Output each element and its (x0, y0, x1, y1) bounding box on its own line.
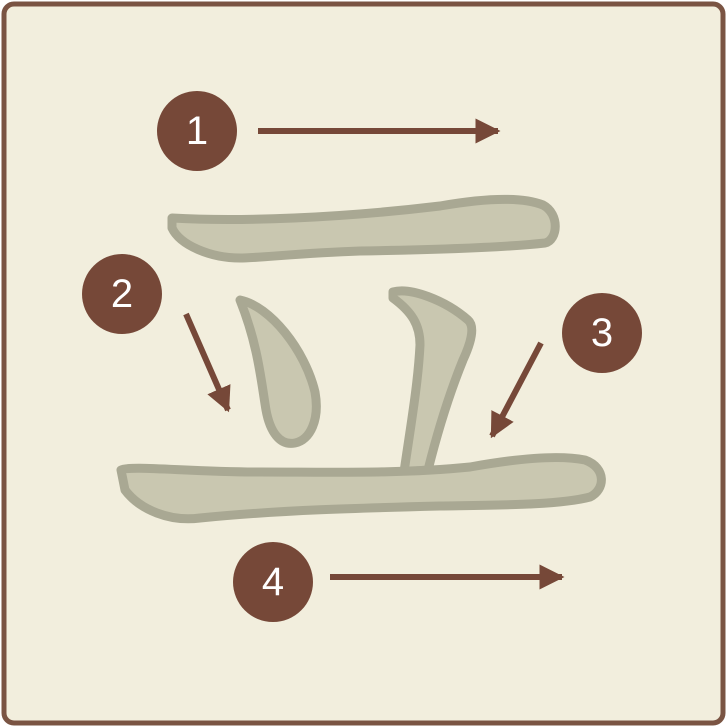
step-3-badge (562, 293, 642, 373)
step-4-number: 4 (262, 560, 284, 604)
stroke-1-shape (167, 194, 560, 263)
step-3-arrow (489, 341, 544, 439)
stroke-3-shape (388, 286, 477, 477)
step-1-badge (157, 91, 237, 171)
step-2-marker: 2 (82, 254, 231, 413)
step-2-number: 2 (111, 272, 133, 316)
step-3-marker: 3 (489, 293, 642, 439)
step-1-number: 1 (186, 109, 208, 153)
step-4-badge (233, 542, 313, 622)
character-strokes (116, 194, 606, 524)
step-1-marker: 1 (157, 91, 501, 171)
step-4-marker: 4 (233, 542, 565, 622)
step-3-number: 3 (591, 311, 613, 355)
stroke-4-shape (116, 453, 606, 524)
stroke-2-shape (235, 295, 321, 448)
step-2-badge (82, 254, 162, 334)
step-2-arrow (183, 312, 231, 413)
